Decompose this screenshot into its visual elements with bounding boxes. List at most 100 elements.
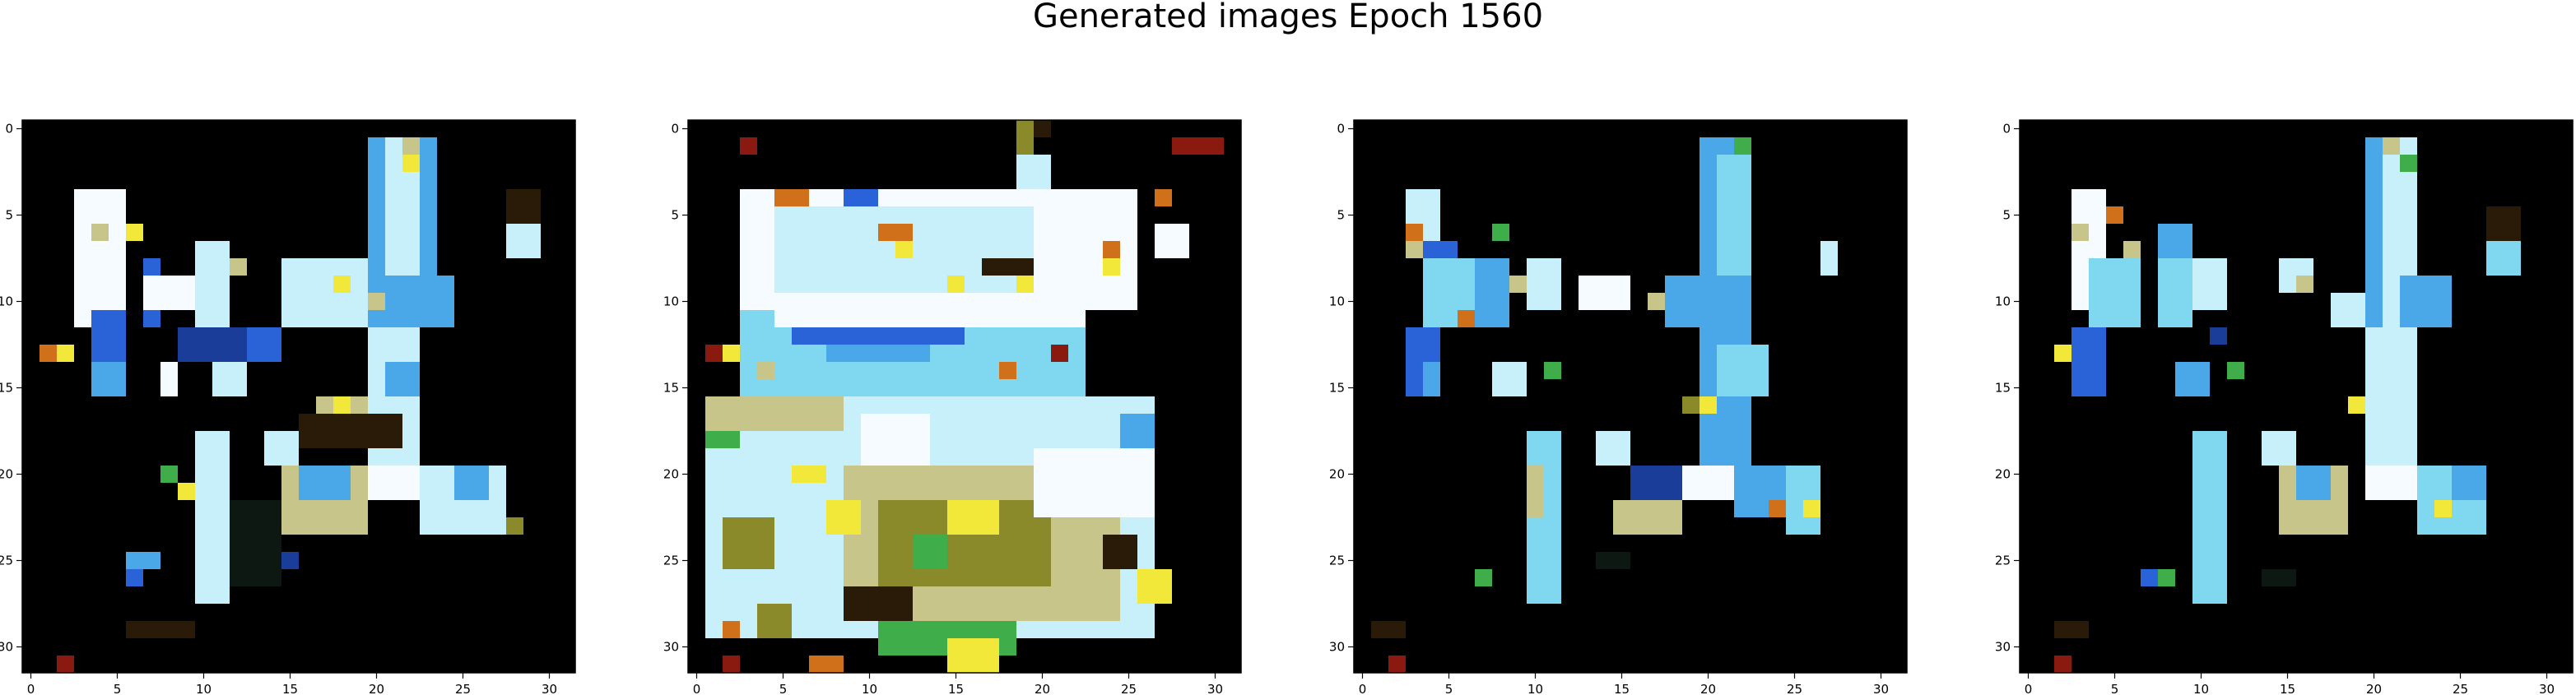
y-tick-label: 20 [0, 467, 13, 482]
pixel-region [2452, 466, 2486, 500]
pixel-region [1120, 414, 1155, 448]
y-tick-label: 0 [5, 122, 13, 137]
x-tick-label: 15 [2280, 682, 2295, 695]
pixel-region [230, 500, 281, 586]
pixel-region [1458, 310, 1475, 327]
pixel-region [705, 345, 723, 362]
x-tick-label: 30 [542, 682, 557, 695]
pixel-region [2262, 569, 2296, 586]
pixel-region [2486, 241, 2521, 276]
pixel-region [809, 656, 844, 673]
pixel-region [1717, 345, 1769, 396]
x-tick-label: 5 [1445, 682, 1453, 695]
pixel-region [1137, 569, 1172, 604]
x-tick-label: 10 [1527, 682, 1543, 695]
pixel-region [333, 276, 351, 293]
pixel-region [2383, 137, 2400, 155]
pixel-region [1016, 155, 1051, 189]
x-tick-label: 25 [1121, 682, 1137, 695]
pixel-region [2054, 621, 2089, 638]
pixel-region [160, 362, 178, 396]
pixel-region [2227, 362, 2244, 379]
pixel-region [723, 621, 740, 638]
x-tick-label: 20 [1035, 682, 1050, 695]
pixel-region [299, 466, 351, 500]
pixel-region [2434, 500, 2452, 517]
pixel-region [368, 327, 420, 483]
y-tick-label: 30 [663, 640, 679, 655]
pixel-region [1509, 276, 1527, 293]
pixel-region [178, 483, 195, 500]
y-tick-label: 15 [1329, 381, 1345, 396]
y-tick-label: 15 [0, 381, 13, 396]
pixel-region [705, 431, 740, 448]
y-tick-label: 0 [1337, 122, 1345, 137]
y-tick-label: 25 [1329, 554, 1345, 568]
pixel-region [1475, 258, 1509, 327]
y-tick-label: 0 [671, 122, 679, 137]
pixel-region [826, 345, 930, 362]
pixel-region [195, 241, 230, 327]
pixel-region [2348, 396, 2365, 414]
pixel-region [1648, 293, 1665, 310]
pixel-region [333, 396, 351, 414]
pixel-region [774, 189, 809, 206]
pixel-region [402, 155, 420, 172]
pixel-region [774, 310, 1086, 327]
pixel-region [126, 552, 160, 569]
y-tick-label: 10 [663, 294, 679, 309]
pixel-region [2106, 206, 2123, 224]
y-tick-label: 10 [1995, 294, 2011, 309]
pixel-region [1630, 466, 1682, 500]
y-tick-label: 5 [2002, 208, 2011, 223]
pixel-region [2123, 241, 2141, 258]
pixel-region [2158, 224, 2192, 258]
x-tick-label: 0 [693, 682, 701, 695]
pixel-region [1682, 396, 1700, 414]
pixel-region [2296, 276, 2313, 293]
x-tick-label: 20 [369, 682, 384, 695]
pixel-region [281, 258, 368, 327]
pixel-region [1155, 224, 1189, 258]
pixel-region [230, 258, 247, 276]
pixel-region [2262, 431, 2296, 466]
y-tick-label: 15 [1995, 381, 2011, 396]
pixel-region [2331, 293, 2365, 327]
pixel-region [385, 362, 420, 396]
pixel-region [299, 414, 402, 448]
x-tick-label: 15 [948, 682, 964, 695]
y-tick-label: 15 [663, 381, 679, 396]
pixel-region [2210, 327, 2227, 345]
pixel-region [1665, 276, 1751, 327]
x-tick-label: 10 [862, 682, 877, 695]
pixel-region [1527, 466, 1544, 517]
x-tick-label: 20 [1700, 682, 1716, 695]
pixel-region [1423, 362, 1440, 396]
pixel-region [844, 586, 913, 621]
pixel-region [1769, 500, 1786, 517]
pixel-region [1820, 241, 1838, 276]
pixel-region [91, 224, 109, 241]
y-tick-label: 20 [663, 467, 679, 482]
pixel-region [506, 224, 541, 258]
pixel-region [740, 137, 757, 155]
pixel-region [247, 327, 281, 362]
y-tick-label: 5 [1337, 208, 1345, 223]
pixel-region [91, 362, 126, 396]
pixel-region [1734, 137, 1751, 155]
x-tick-label: 30 [2539, 682, 2555, 695]
pixel-region [947, 638, 999, 673]
pixel-region [57, 345, 74, 362]
y-tick-label: 0 [2002, 122, 2011, 137]
image-panel-4: 0 5 10 15 20 25 30 0 5 10 15 20 25 30 [1995, 120, 2573, 695]
pixel-region [1803, 500, 1820, 517]
pixel-region [454, 466, 489, 500]
x-tick-label: 0 [27, 682, 35, 695]
x-tick-label: 25 [2453, 682, 2468, 695]
pixel-region [1682, 466, 1734, 500]
pixel-region [723, 656, 740, 673]
pixel-region [1596, 431, 1630, 466]
pixel-region [57, 656, 74, 673]
pixel-region [1579, 276, 1630, 310]
